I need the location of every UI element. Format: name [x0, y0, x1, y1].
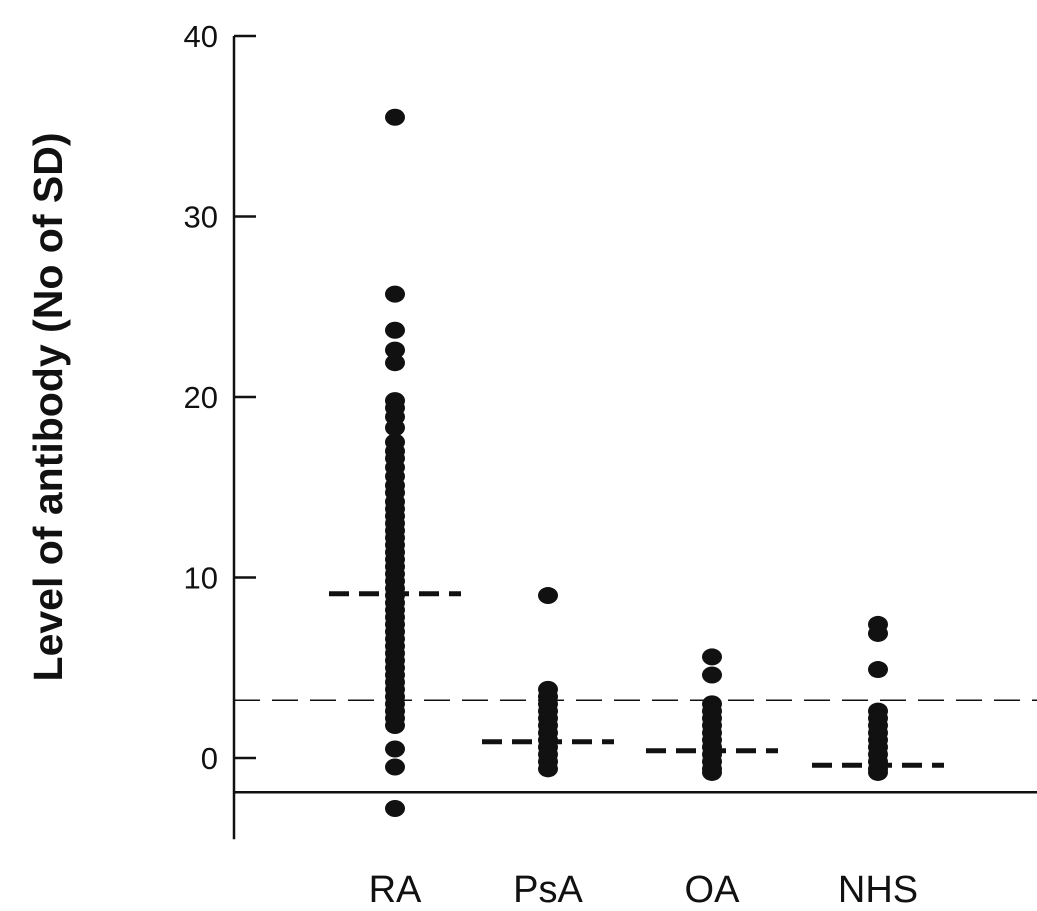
data-point-ra — [385, 285, 405, 303]
y-tick-label: 10 — [184, 561, 218, 596]
y-tick-label: 0 — [201, 741, 218, 776]
y-tick-label: 20 — [184, 380, 218, 415]
data-point-psa — [538, 587, 558, 605]
y-axis-label: Level of antibody (No of SD) — [25, 133, 71, 682]
data-point-ra — [385, 758, 405, 776]
data-point-ra — [385, 321, 405, 339]
x-category-label: NHS — [838, 869, 918, 906]
x-category-label: PsA — [513, 869, 583, 906]
y-tick-label: 30 — [184, 200, 218, 235]
data-point-ra — [385, 800, 405, 818]
data-point-oa — [702, 763, 722, 781]
data-point-nhs — [868, 763, 888, 781]
data-point-oa — [702, 648, 722, 666]
data-point-ra — [385, 740, 405, 758]
data-point-ra — [385, 341, 405, 359]
y-tick-label: 40 — [184, 19, 218, 54]
data-point-ra — [385, 717, 405, 735]
data-point-ra — [385, 354, 405, 372]
data-point-nhs — [868, 624, 888, 642]
data-point-ra — [385, 419, 405, 437]
x-category-label: OA — [685, 869, 741, 906]
data-point-oa — [702, 666, 722, 684]
data-point-nhs — [868, 661, 888, 679]
data-point-psa — [538, 760, 558, 778]
data-point-ra — [385, 108, 405, 126]
x-category-label: RA — [369, 869, 422, 906]
